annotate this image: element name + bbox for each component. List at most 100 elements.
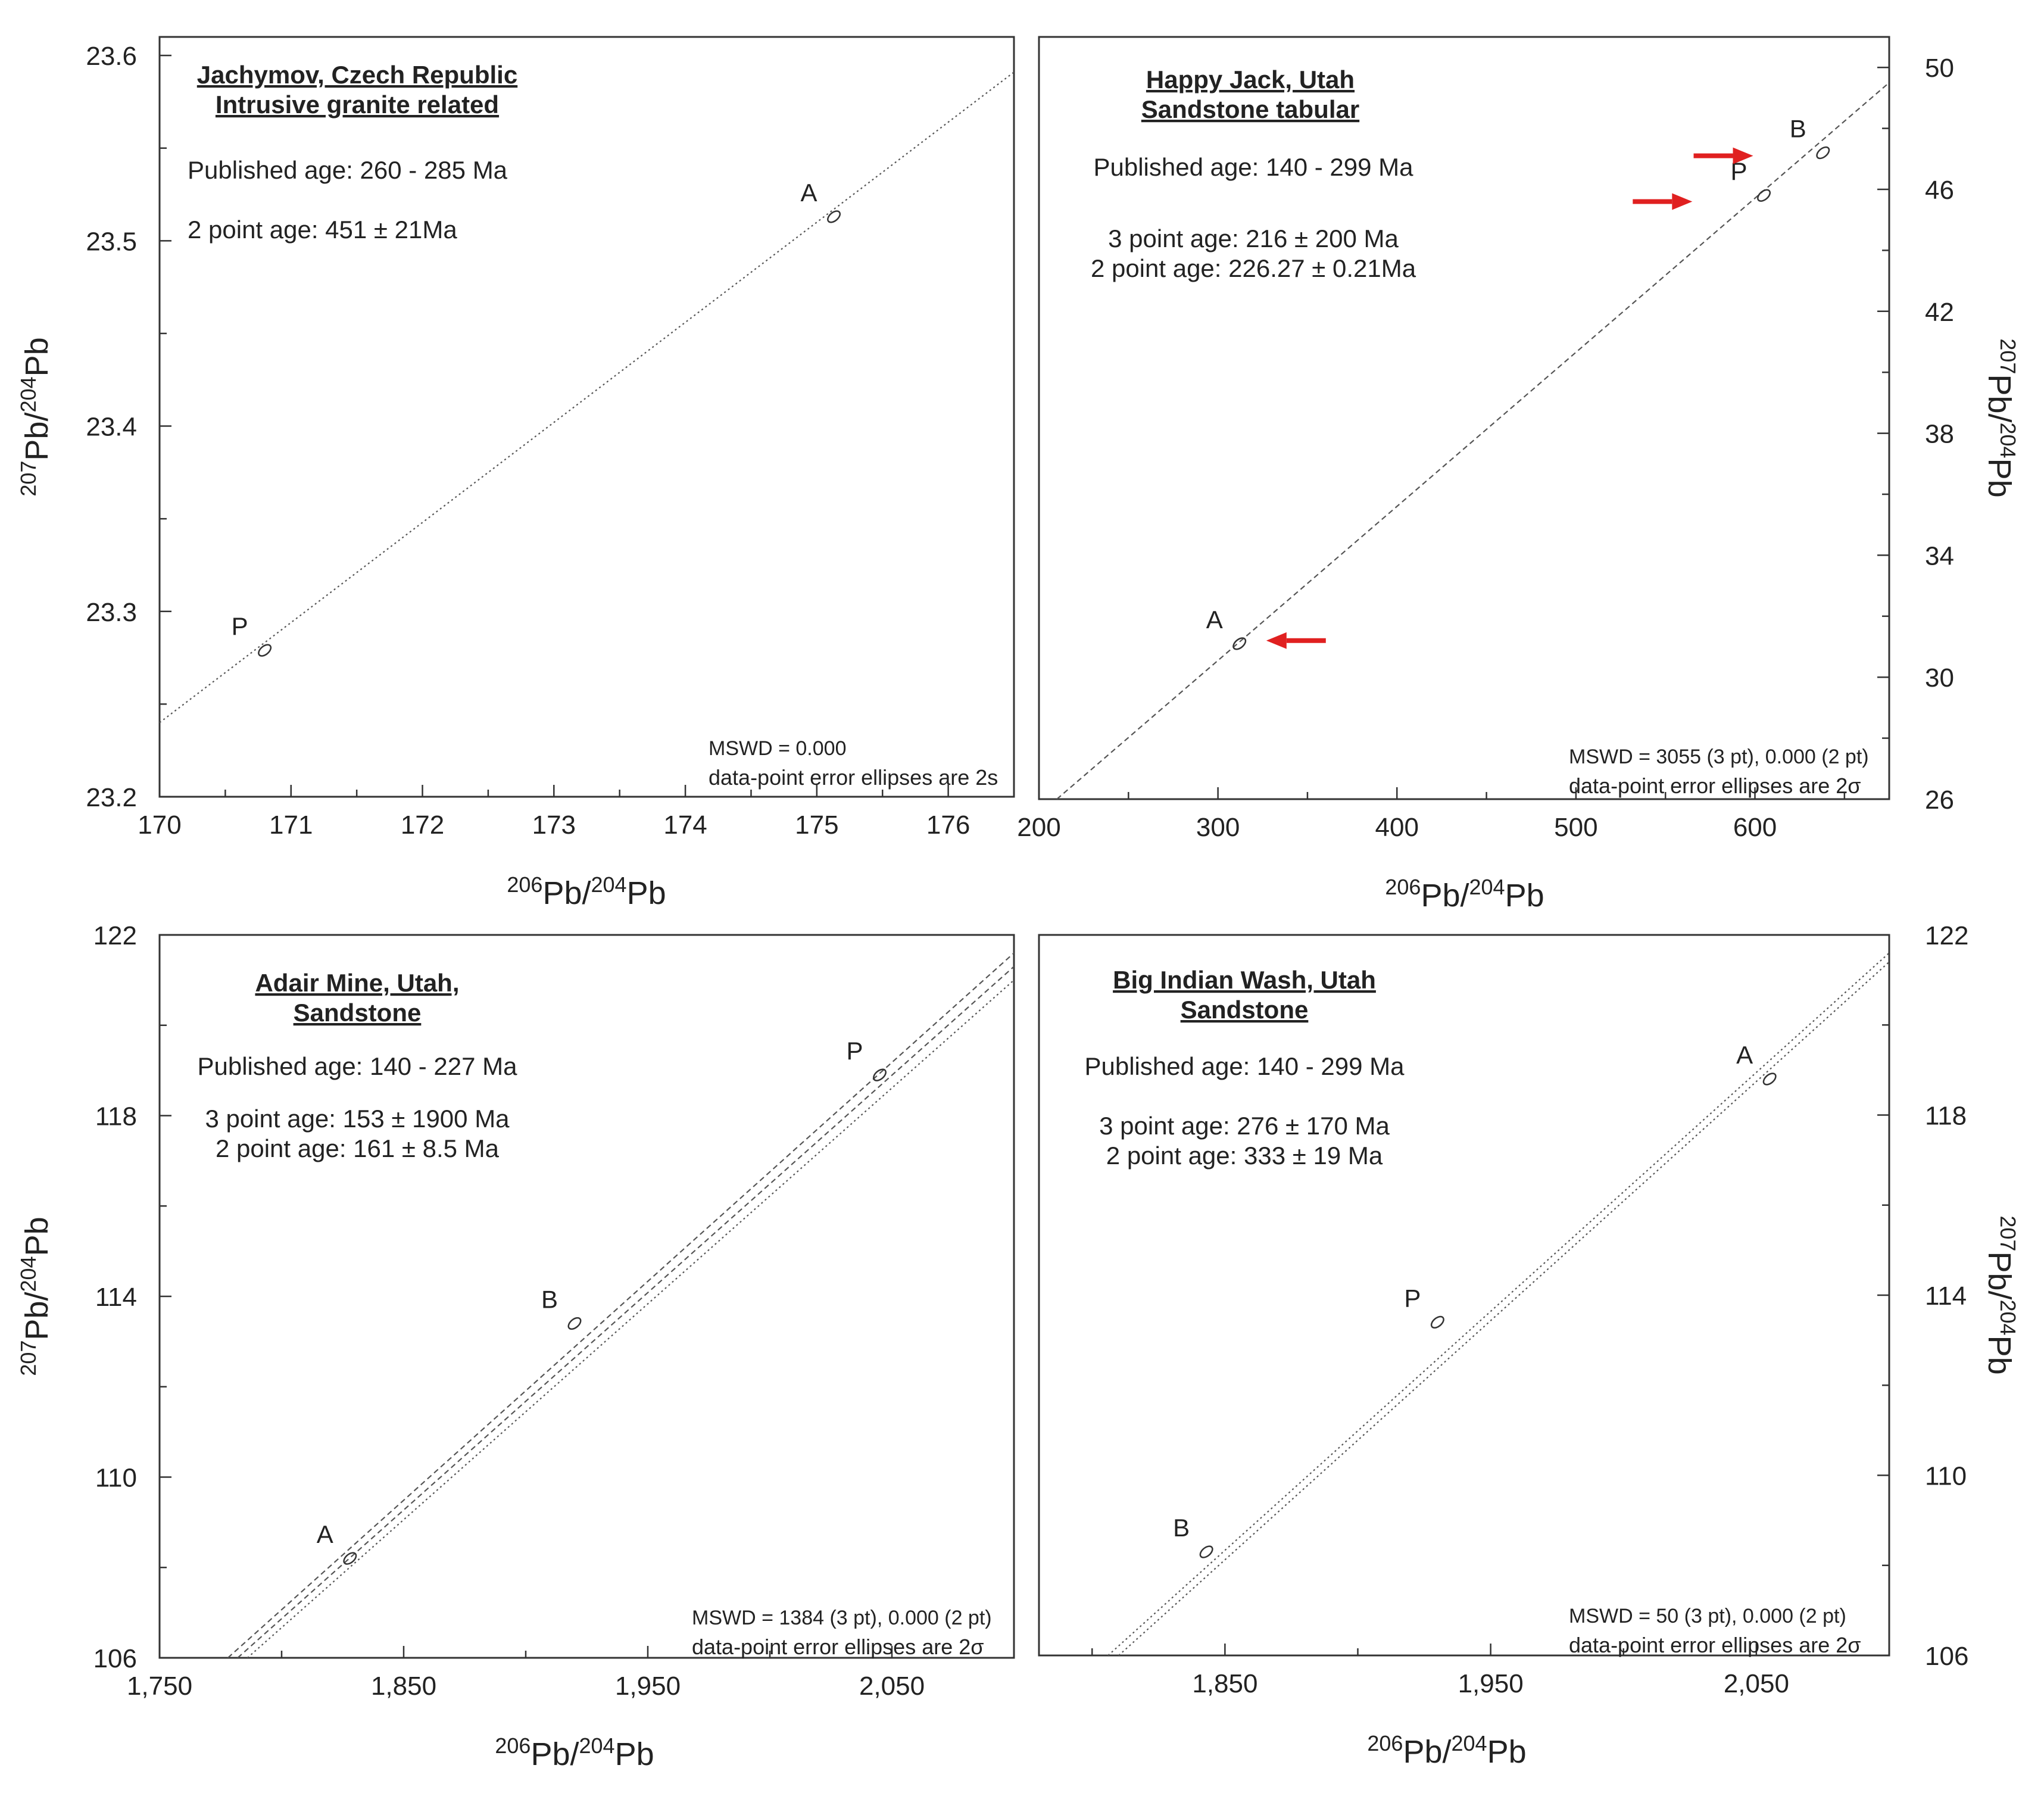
age-info-line: Published age: 140 - 299 Ma [1093, 153, 1413, 181]
y-tick-label: 122 [93, 921, 137, 950]
age-info-line: 3 point age: 153 ± 1900 Ma [205, 1105, 510, 1133]
y-tick-label: 106 [93, 1644, 137, 1673]
age-info-line: 2 point age: 451 ± 21Ma [188, 216, 457, 244]
y-tick-label: 118 [1925, 1102, 1967, 1131]
data-point-label: A [801, 179, 817, 207]
red-arrow-P [1633, 193, 1693, 210]
data-point-B [567, 1317, 582, 1330]
age-info-line: 3 point age: 216 ± 200 Ma [1108, 224, 1399, 252]
x-tick-label: 600 [1733, 813, 1777, 842]
y-tick-label: 23.3 [86, 598, 137, 627]
data-point-label: B [541, 1286, 558, 1314]
data-point-label: P [846, 1037, 863, 1065]
panel-title-line: Sandstone [294, 999, 422, 1027]
data-point-A [343, 1552, 357, 1565]
mswd-note-line: data-point error ellipses are 2σ [1569, 1633, 1861, 1657]
x-tick-label: 2,050 [1724, 1669, 1789, 1698]
data-point-P [258, 644, 272, 657]
data-point-A [827, 210, 841, 223]
x-tick-label: 200 [1017, 813, 1060, 842]
age-info-line: Published age: 140 - 227 Ma [197, 1052, 517, 1080]
isochron-line [227, 952, 1014, 1658]
y-tick-label: 38 [1925, 420, 1954, 449]
mswd-note-line: MSWD = 0.000 [709, 737, 846, 760]
data-point-A [1762, 1072, 1777, 1086]
data-point-label: B [1790, 115, 1806, 143]
y-axis-label: 207Pb/204Pb [1981, 1215, 2020, 1374]
age-info-line: Published age: 140 - 299 Ma [1084, 1052, 1405, 1080]
age-info-line: Published age: 260 - 285 Ma [188, 156, 508, 184]
x-tick-label: 171 [269, 810, 313, 840]
x-tick-label: 172 [401, 810, 444, 840]
mswd-note-line: data-point error ellipses are 2σ [1569, 774, 1861, 798]
data-point-P [1757, 189, 1771, 202]
x-tick-label: 2,050 [859, 1672, 925, 1701]
y-tick-label: 110 [95, 1464, 137, 1493]
chart-panel-top-right: 26 30 34 38 42 46 50 200 300 400 500 600 206Pb/204Pb… [1017, 36, 2020, 913]
x-tick-label: 1,950 [615, 1672, 681, 1701]
age-info-line: 3 point age: 276 ± 170 Ma [1099, 1112, 1390, 1140]
y-tick-label: 26 [1925, 785, 1954, 815]
isochron-line [1056, 82, 1889, 799]
y-tick-label: 118 [95, 1102, 137, 1131]
age-info-line: 2 point age: 161 ± 8.5 Ma [216, 1134, 500, 1162]
red-arrow-A [1266, 632, 1326, 649]
y-tick-label: 23.4 [86, 413, 137, 442]
y-tick-label: 122 [1925, 921, 1968, 950]
y-tick-label: 34 [1925, 541, 1954, 570]
panel-title-line: Adair Mine, Utah, [255, 969, 459, 997]
y-axis-label: 207Pb/204Pb [1981, 338, 2020, 497]
x-tick-label: 175 [795, 810, 838, 840]
age-info-line: 2 point age: 333 ± 19 Ma [1106, 1142, 1383, 1170]
data-point-label: P [1404, 1284, 1421, 1312]
y-axis-label: 207Pb/204Pb [16, 1217, 55, 1376]
y-axis-label: 207Pb/204Pb [16, 337, 55, 496]
x-axis-label: 206Pb/204Pb [507, 872, 666, 911]
isochron-line [237, 966, 1014, 1658]
data-point-B [1199, 1545, 1213, 1558]
panel-title-line: Jachymov, Czech Republic [197, 61, 517, 89]
data-point-label: A [317, 1520, 333, 1548]
y-tick-label: 110 [1925, 1462, 1967, 1491]
mswd-note-line: data-point error ellipses are 2σ [692, 1635, 984, 1659]
age-info-line: 2 point age: 226.27 ± 0.21Ma [1091, 254, 1416, 282]
y-tick-label: 42 [1925, 298, 1954, 327]
mswd-note-line: MSWD = 3055 (3 pt), 0.000 (2 pt) [1569, 746, 1869, 768]
data-point-label: A [1736, 1041, 1753, 1069]
mswd-note-line: MSWD = 50 (3 pt), 0.000 (2 pt) [1569, 1605, 1846, 1627]
x-tick-label: 300 [1196, 813, 1240, 842]
x-tick-label: 1,850 [1192, 1669, 1257, 1698]
chart-panel-top-left: 23.2 23.3 23.4 23.5 23.6 170 171 172 173 174 175 17… [16, 36, 1015, 911]
data-point-A [1232, 637, 1247, 650]
panel-title-line: Sandstone [1181, 996, 1309, 1024]
data-point-label: B [1173, 1514, 1190, 1542]
y-tick-label: 23.5 [86, 227, 137, 256]
y-tick-label: 106 [1925, 1642, 1968, 1671]
chart-panel-bottom-right: 106 110 114 118 122 1,850 1,950 2,050 206Pb/204P… [1038, 921, 2020, 1770]
y-tick-label: 46 [1925, 176, 1954, 205]
y-tick-label: 30 [1925, 663, 1954, 693]
plot-frame [158, 36, 1015, 798]
plot-frame [1038, 36, 1890, 800]
isochron-line [1118, 961, 1889, 1655]
x-tick-label: 176 [926, 810, 970, 840]
x-tick-label: 400 [1375, 813, 1419, 842]
panel-title-line: Big Indian Wash, Utah [1113, 966, 1376, 994]
data-point-label: P [232, 612, 248, 640]
y-tick-label: 23.2 [86, 783, 137, 812]
panel-title-line: Happy Jack, Utah [1146, 66, 1355, 93]
y-tick-label: 114 [95, 1283, 137, 1312]
x-tick-label: 1,750 [127, 1672, 192, 1701]
mswd-note-line: MSWD = 1384 (3 pt), 0.000 (2 pt) [692, 1607, 992, 1629]
isochron-line [1107, 952, 1889, 1655]
plot-frame [158, 934, 1015, 1659]
x-tick-label: 1,950 [1458, 1669, 1524, 1698]
plot-frame [1038, 934, 1890, 1657]
x-tick-label: 173 [532, 810, 576, 840]
y-tick-label: 50 [1925, 54, 1954, 83]
data-point-B [1816, 146, 1830, 160]
chart-panel-bottom-left: 106 110 114 118 122 1,750 1,850 1,950 2,050 206Pb… [16, 921, 1015, 1772]
x-tick-label: 1,850 [371, 1672, 436, 1701]
red-arrow-B [1693, 147, 1753, 164]
